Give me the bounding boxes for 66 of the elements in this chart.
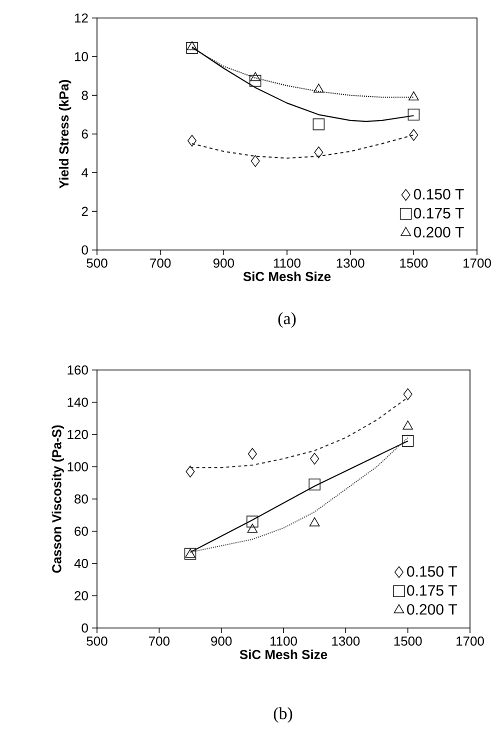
y-tick-label: 80 [74, 494, 88, 504]
y-tick-label: 40 [74, 558, 88, 568]
y-tick-label: 0 [82, 623, 88, 633]
point [246, 516, 258, 528]
legend-label: 0.150 T [414, 188, 464, 200]
y-tick-label: 100 [68, 462, 88, 472]
point [403, 388, 412, 400]
point [402, 420, 413, 430]
x-tick-label: 500 [86, 636, 108, 646]
point [409, 129, 418, 141]
x-tick-label: 500 [86, 258, 108, 268]
x-tick-label: 900 [211, 636, 232, 646]
legend-label: 0.175 T [407, 585, 457, 596]
x-tick-label: 1100 [270, 636, 297, 646]
y-tick-label: 140 [68, 398, 88, 407]
y-tick-label: 2 [82, 206, 88, 216]
x-tick-label: 1300 [336, 258, 364, 268]
point [250, 72, 260, 82]
point [309, 517, 320, 526]
point [308, 478, 320, 490]
x-axis-title: SiC Mesh Size [243, 272, 331, 282]
y-axis-title: Yield Stress (kPa) [59, 80, 72, 188]
point [310, 452, 320, 465]
x-tick-label: 1500 [400, 258, 428, 268]
text: (b) [274, 707, 292, 723]
point [247, 524, 258, 533]
y-axis-title: Casson Viscosity (Pa-S) [52, 425, 64, 573]
point [187, 134, 197, 147]
y-tick-label: 120 [68, 430, 88, 440]
point [186, 41, 198, 50]
y-tick-label: 20 [74, 591, 88, 600]
point [402, 435, 414, 447]
x-tick-label: 700 [148, 636, 170, 646]
point [408, 91, 419, 100]
point [249, 74, 262, 87]
legend-label: 0.200 T [407, 604, 457, 615]
y-tick-label: 60 [74, 526, 88, 536]
legend-label: 0.150 T [407, 566, 457, 577]
point [312, 118, 325, 130]
point [186, 466, 195, 478]
x-tick-label: 1500 [394, 636, 422, 646]
point [314, 146, 324, 158]
x-tick-label: 1300 [332, 636, 360, 646]
y-tick-label: 10 [74, 52, 88, 62]
x-tick-label: 1700 [456, 636, 484, 646]
point [248, 448, 257, 460]
point [408, 108, 420, 121]
point [186, 42, 198, 54]
y-tick-label: 6 [82, 129, 88, 139]
text: (a) [278, 312, 296, 328]
legend-label: 0.175 T [414, 208, 464, 218]
legend-label: 0.200 T [414, 226, 464, 238]
x-tick-label: 900 [213, 258, 234, 268]
x-tick-label: 1100 [274, 258, 300, 268]
line-series [191, 46, 414, 122]
y-tick-label: 0 [82, 245, 88, 255]
x-tick-label: 1700 [464, 258, 491, 268]
y-tick-label: 4 [82, 168, 88, 178]
line-series [190, 396, 408, 468]
y-tick-label: 160 [68, 365, 88, 375]
x-tick-label: 700 [150, 258, 171, 268]
point [250, 155, 260, 167]
y-tick-label: 12 [74, 13, 88, 23]
y-tick-label: 8 [82, 90, 88, 100]
x-axis-title: SiC Mesh Size [240, 650, 328, 660]
point [314, 84, 324, 93]
